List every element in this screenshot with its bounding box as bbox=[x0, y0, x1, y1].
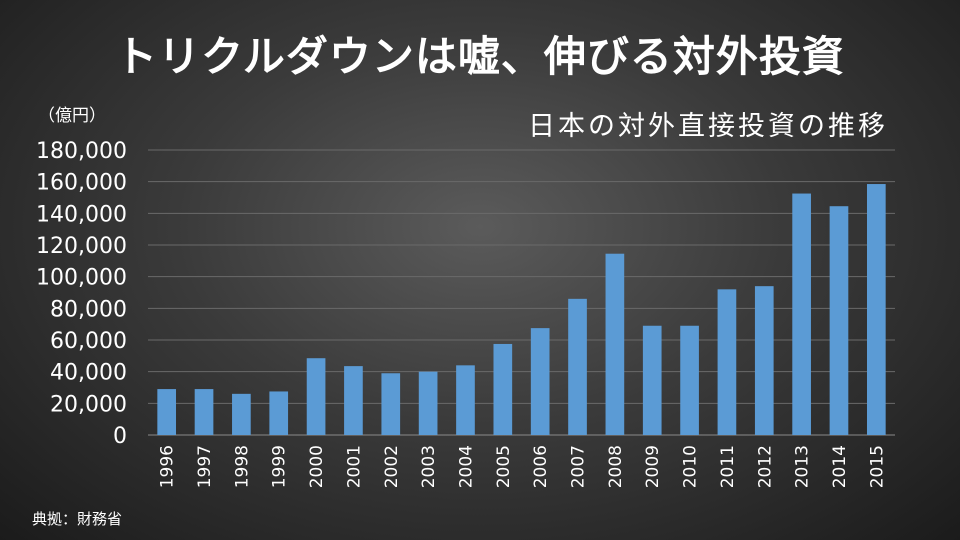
bar-2002 bbox=[381, 373, 401, 435]
bar-2001 bbox=[344, 366, 363, 435]
x-tick-label: 2005 bbox=[494, 445, 514, 488]
x-tick-label: 2010 bbox=[681, 445, 701, 488]
page-title: トリクルダウンは嘘、伸びる対外投資 bbox=[115, 32, 845, 81]
x-tick-label: 2015 bbox=[867, 445, 887, 488]
y-tick-label: 20,000 bbox=[50, 392, 127, 417]
bar-2014 bbox=[829, 206, 849, 435]
bar-2009 bbox=[642, 325, 662, 435]
bar-2004 bbox=[456, 365, 475, 435]
bar-2008 bbox=[605, 253, 625, 435]
bar-2007 bbox=[568, 298, 587, 435]
y-tick-label: 40,000 bbox=[50, 361, 127, 386]
x-tick-label: 2006 bbox=[531, 445, 551, 488]
bar-2011 bbox=[717, 289, 737, 435]
bar-2012 bbox=[754, 286, 774, 435]
bar-2003 bbox=[418, 371, 438, 435]
x-tick-label: 2012 bbox=[755, 445, 775, 488]
bar-1999 bbox=[269, 391, 289, 435]
bar-2010 bbox=[680, 325, 699, 435]
x-tick-label: 1997 bbox=[195, 445, 215, 488]
y-tick-label: 100,000 bbox=[36, 266, 127, 291]
x-tick-label: 2002 bbox=[382, 445, 402, 488]
bar-2005 bbox=[493, 343, 513, 435]
x-tick-label: 1999 bbox=[270, 445, 290, 488]
y-tick-label: 140,000 bbox=[36, 202, 127, 227]
y-tick-label: 120,000 bbox=[36, 234, 127, 259]
x-tick-label: 2007 bbox=[569, 445, 589, 488]
x-tick-label: 1998 bbox=[232, 445, 252, 488]
x-tick-label: 2000 bbox=[307, 445, 327, 488]
y-tick-label: 0 bbox=[113, 424, 127, 449]
x-tick-label: 2003 bbox=[419, 445, 439, 488]
x-tick-label: 1996 bbox=[158, 445, 178, 488]
bar-2006 bbox=[530, 328, 550, 435]
source-note: 典拠：財務省 bbox=[32, 510, 123, 528]
y-axis-ticks: 0 20,000 40,000 60,000 80,000 100,000 120,000 1… bbox=[36, 139, 127, 449]
bar-1996 bbox=[157, 389, 177, 435]
bar-1997 bbox=[194, 389, 214, 435]
x-tick-label: 2008 bbox=[606, 445, 626, 488]
bar-2015 bbox=[866, 184, 886, 435]
y-axis-unit-label: （億円） bbox=[38, 106, 106, 126]
bar-2000 bbox=[306, 358, 326, 435]
bar-2013 bbox=[792, 193, 811, 435]
y-tick-label: 160,000 bbox=[36, 171, 127, 196]
x-axis-ticks: 1996 1997 1998 1999 2000 2001 2002 2003 2004 2005… bbox=[158, 445, 888, 488]
x-tick-label: 2014 bbox=[830, 445, 850, 488]
chart-title: 日本の対外直接投資の推移 bbox=[528, 111, 888, 142]
x-tick-label: 2001 bbox=[344, 445, 364, 488]
bar-1998 bbox=[232, 393, 251, 435]
bars bbox=[157, 184, 886, 435]
gridlines bbox=[148, 149, 895, 436]
y-tick-label: 60,000 bbox=[50, 329, 127, 354]
x-tick-label: 2004 bbox=[456, 445, 476, 488]
x-tick-label: 2013 bbox=[793, 445, 813, 488]
x-tick-label: 2009 bbox=[643, 445, 663, 488]
y-tick-label: 80,000 bbox=[50, 297, 127, 322]
y-tick-label: 180,000 bbox=[36, 139, 127, 164]
x-tick-label: 2011 bbox=[718, 445, 738, 488]
